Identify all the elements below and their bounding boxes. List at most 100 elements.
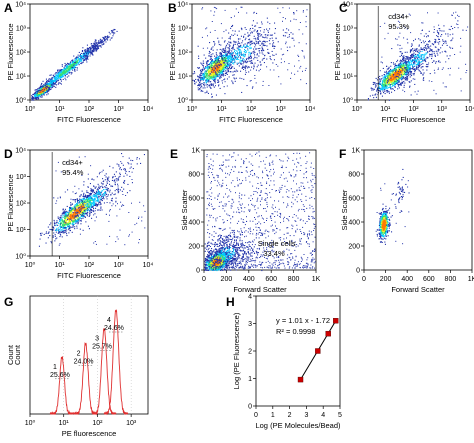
event-dot	[238, 42, 240, 44]
event-dot	[250, 56, 252, 58]
event-dot	[65, 70, 67, 72]
event-dot	[422, 73, 424, 75]
event-dot	[433, 44, 435, 46]
event-dot	[285, 41, 287, 43]
event-dot	[46, 80, 48, 82]
event-dot	[400, 82, 402, 84]
event-dot	[411, 53, 413, 55]
event-dot	[61, 76, 63, 78]
event-dot	[282, 7, 284, 9]
event-dot	[218, 85, 219, 87]
event-dot	[208, 80, 210, 82]
event-dot	[217, 65, 219, 67]
event-dot	[220, 71, 222, 73]
event-dot	[280, 58, 282, 60]
event-dot	[400, 64, 402, 66]
event-dot	[45, 91, 47, 93]
event-dot	[211, 76, 213, 78]
event-dot	[419, 53, 421, 55]
event-dot	[79, 59, 81, 61]
event-dot	[239, 38, 241, 40]
event-dot	[266, 66, 268, 68]
event-dot	[94, 45, 96, 47]
event-dot	[401, 82, 403, 84]
event-dot	[86, 47, 88, 49]
event-dot	[238, 52, 240, 54]
event-dot	[75, 60, 77, 62]
event-dot	[395, 38, 396, 40]
event-dot	[221, 75, 223, 77]
event-dot	[217, 69, 219, 71]
event-dot	[389, 81, 391, 83]
event-dot	[231, 61, 233, 63]
event-dot	[68, 66, 70, 68]
event-dot	[420, 48, 422, 50]
event-dot	[401, 70, 403, 72]
event-dot	[397, 82, 399, 84]
event-dot	[210, 64, 212, 66]
event-dot	[230, 61, 232, 63]
event-dot	[102, 196, 104, 198]
event-dot	[224, 61, 226, 63]
event-dot	[263, 43, 265, 45]
event-dot	[65, 64, 67, 66]
event-dot	[78, 211, 80, 213]
event-dot	[386, 76, 388, 78]
event-dot	[407, 57, 409, 59]
event-dot	[393, 67, 395, 69]
event-dot	[262, 36, 264, 38]
event-dot	[31, 99, 33, 101]
event-dot	[84, 53, 86, 55]
event-dot	[106, 36, 108, 38]
event-dot	[74, 69, 76, 71]
event-dot	[199, 83, 201, 85]
event-dot	[408, 74, 410, 76]
event-dot	[256, 42, 258, 44]
event-dot	[90, 49, 92, 51]
event-dot	[248, 66, 250, 68]
event-dot	[389, 82, 391, 84]
event-dot	[66, 65, 68, 67]
event-dot	[238, 65, 240, 67]
event-dot	[205, 71, 207, 73]
event-dot	[201, 68, 203, 70]
event-dot	[254, 46, 256, 48]
event-dot	[399, 64, 401, 66]
event-dot	[379, 90, 381, 92]
event-dot	[102, 41, 104, 43]
event-dot	[95, 48, 97, 50]
event-dot	[230, 27, 232, 29]
event-dot	[198, 57, 200, 59]
event-dot	[108, 36, 110, 38]
event-dot	[393, 84, 395, 86]
event-dot	[256, 22, 258, 24]
event-dot	[71, 72, 73, 74]
event-dot	[230, 61, 232, 63]
event-dot	[222, 59, 224, 61]
x-tick-label: 10²	[84, 262, 95, 269]
event-dot	[50, 86, 52, 88]
event-dot	[411, 60, 413, 62]
event-dot	[243, 78, 245, 80]
event-dot	[226, 55, 228, 57]
event-dot	[208, 75, 210, 77]
event-dot	[427, 44, 429, 46]
event-dot	[263, 57, 265, 59]
event-dot	[64, 70, 66, 72]
event-dot	[415, 61, 417, 63]
scatter-points	[31, 28, 118, 101]
event-dot	[403, 76, 405, 78]
event-dot	[403, 66, 405, 68]
event-dot	[58, 82, 60, 84]
event-dot	[95, 39, 97, 41]
event-dot	[69, 62, 71, 64]
event-dot	[97, 209, 99, 211]
event-dot	[213, 71, 215, 73]
event-dot	[398, 76, 400, 78]
event-dot	[450, 40, 452, 42]
event-dot	[244, 52, 246, 54]
event-dot	[81, 56, 83, 58]
event-dot	[69, 68, 71, 70]
event-dot	[208, 65, 210, 67]
event-dot	[75, 61, 77, 63]
